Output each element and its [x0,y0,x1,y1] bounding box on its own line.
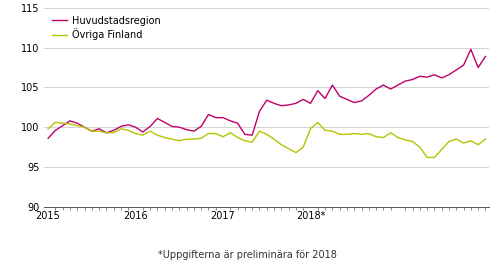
Huvudstadsregion [147,125,153,128]
Huvudstadsregion [308,102,314,105]
Huvudstadsregion [132,126,138,129]
Huvudstadsregion [45,137,51,140]
Huvudstadsregion [424,76,430,79]
Övriga Finland [140,134,146,137]
Övriga Finland [286,147,291,150]
Övriga Finland [315,121,321,124]
Övriga Finland [206,132,211,135]
Legend: Huvudstadsregion, Övriga Finland: Huvudstadsregion, Övriga Finland [49,13,164,43]
Övriga Finland [424,156,430,159]
Text: *Uppgifterna är preliminära för 2018: *Uppgifterna är preliminära för 2018 [158,250,336,260]
Övriga Finland [483,138,489,141]
Övriga Finland [45,127,51,130]
Huvudstadsregion [279,104,285,107]
Övriga Finland [155,134,161,137]
Line: Huvudstadsregion: Huvudstadsregion [48,49,486,138]
Huvudstadsregion [483,55,489,58]
Övriga Finland [52,121,58,124]
Line: Övriga Finland: Övriga Finland [48,122,486,157]
Övriga Finland [439,148,445,151]
Huvudstadsregion [468,48,474,51]
Huvudstadsregion [198,125,204,128]
